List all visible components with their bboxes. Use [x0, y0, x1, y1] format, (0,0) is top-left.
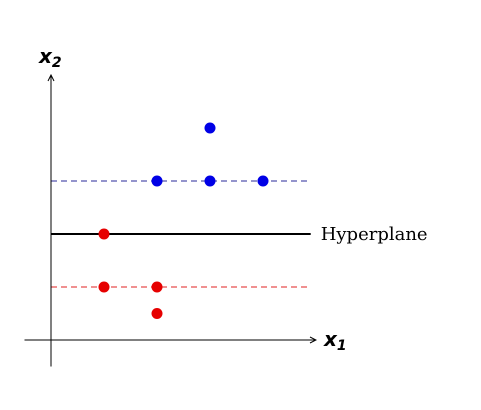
x-axis-label: x1: [323, 327, 347, 354]
y-axis-label-sub: 2: [52, 55, 62, 71]
data-point: [204, 122, 216, 134]
data-point: [204, 175, 216, 187]
data-point: [151, 281, 163, 293]
data-point: [151, 175, 163, 187]
data-point: [257, 175, 269, 187]
margin-lines: [51, 180, 311, 288]
x-axis-label-base: x: [323, 327, 338, 351]
x-axis-label-sub: 1: [337, 338, 347, 354]
data-point: [98, 281, 110, 293]
y-axis-label: x2: [38, 44, 62, 71]
hyperplane-label: Hyperplane: [321, 224, 428, 245]
data-point: [151, 308, 163, 319]
data-points: [98, 122, 269, 319]
data-point: [98, 228, 110, 240]
y-axis-label-base: x: [38, 44, 53, 68]
